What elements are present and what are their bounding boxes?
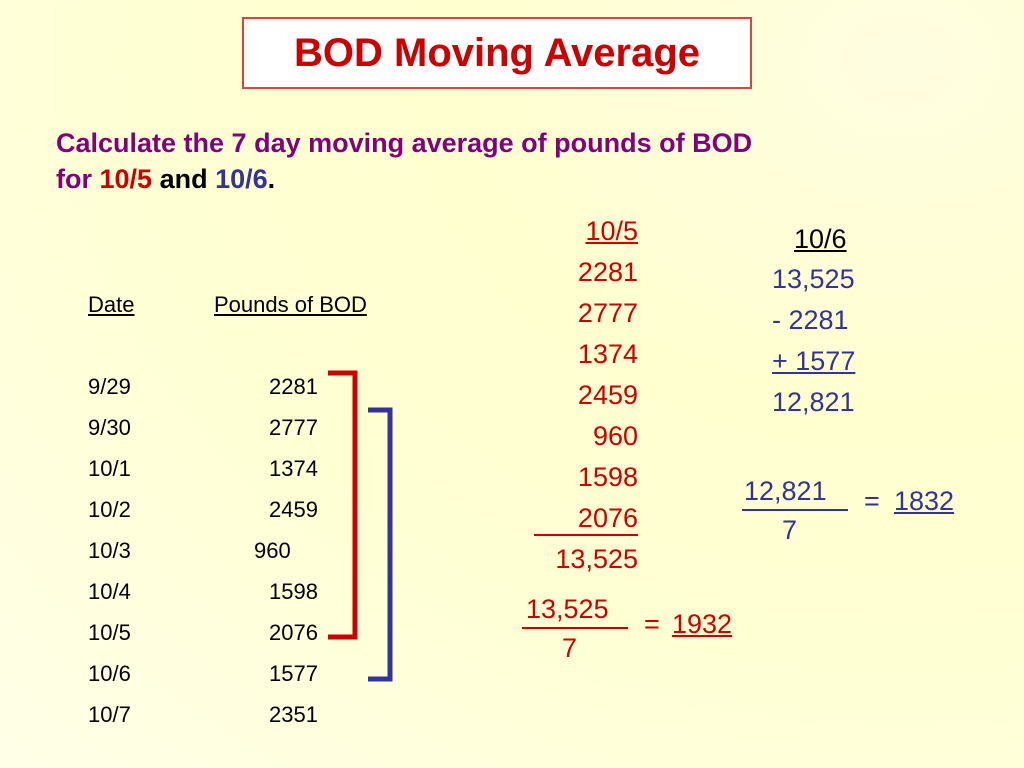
calc-10-6-start: 13,525 bbox=[772, 264, 855, 294]
pounds-column-header: Pounds of BOD bbox=[214, 292, 367, 317]
row-pounds: 2281 bbox=[269, 374, 318, 399]
calc-10-6-header: 10/6 bbox=[794, 224, 847, 254]
row-date: 10/5 bbox=[88, 620, 131, 645]
sum-line bbox=[534, 534, 638, 536]
row-date: 10/2 bbox=[88, 497, 131, 522]
equals-sign: = bbox=[644, 609, 660, 639]
calc-10-5-value: 1598 bbox=[577, 462, 638, 492]
fraction-bar bbox=[522, 627, 628, 629]
calc-10-5-denominator: 7 bbox=[562, 633, 578, 663]
prompt-and: and bbox=[152, 164, 216, 194]
calc-10-6-total: 12,821 bbox=[772, 387, 855, 417]
calc-10-5-value: 1374 bbox=[577, 339, 638, 369]
calc-10-5-value: 2459 bbox=[577, 380, 638, 410]
row-date: 10/3 bbox=[88, 538, 131, 563]
prompt-for: for bbox=[56, 164, 100, 194]
fraction-bar bbox=[742, 509, 848, 511]
row-pounds: 2076 bbox=[269, 620, 318, 645]
calc-10-6-numerator: 12,821 bbox=[744, 476, 827, 506]
prompt-line-1: Calculate the 7 day moving average of po… bbox=[56, 128, 753, 158]
prompt-date-1: 10/5 bbox=[99, 164, 153, 194]
row-date: 10/6 bbox=[88, 661, 131, 686]
row-pounds: 2777 bbox=[269, 415, 318, 440]
date-column-header: Date bbox=[88, 292, 135, 317]
calc-10-6-plus: + 1577 bbox=[772, 346, 856, 376]
calc-10-5-value: 2076 bbox=[577, 503, 638, 533]
row-date: 10/4 bbox=[88, 579, 131, 604]
calc-10-6-denominator: 7 bbox=[782, 515, 798, 545]
prompt-date-2: 10/6 bbox=[215, 164, 268, 194]
calc-10-6-minus: - 2281 bbox=[772, 305, 849, 335]
range-brackets bbox=[328, 370, 393, 682]
row-pounds: 2459 bbox=[269, 497, 318, 522]
equals-sign: = bbox=[864, 486, 880, 516]
row-date: 10/7 bbox=[88, 702, 131, 727]
slide-title: BOD Moving Average bbox=[294, 30, 700, 75]
calc-10-5-result: 1932 bbox=[672, 609, 733, 639]
calc-10-5-numerator: 13,525 bbox=[526, 594, 609, 624]
calc-10-5-header: 10/5 bbox=[585, 216, 638, 246]
red-bracket-10-5 bbox=[328, 370, 358, 640]
blue-bracket-10-6 bbox=[368, 407, 393, 682]
title-box: BOD Moving Average bbox=[242, 17, 752, 89]
row-pounds: 1577 bbox=[269, 661, 318, 686]
calc-10-5-sum: 13,525 bbox=[555, 544, 638, 574]
calc-10-6-result: 1832 bbox=[894, 486, 955, 516]
row-date: 9/29 bbox=[88, 374, 131, 399]
row-pounds: 1598 bbox=[269, 579, 318, 604]
row-pounds: 1374 bbox=[269, 456, 318, 481]
row-date: 10/1 bbox=[88, 456, 131, 481]
row-pounds: 960 bbox=[254, 538, 291, 563]
row-date: 9/30 bbox=[88, 415, 131, 440]
calc-10-5-value: 2777 bbox=[577, 298, 638, 328]
question-prompt: Calculate the 7 day moving average of po… bbox=[56, 125, 986, 197]
calc-10-5-value: 2281 bbox=[577, 257, 638, 287]
calc-10-5-value: 960 bbox=[592, 421, 638, 451]
prompt-period: . bbox=[267, 164, 276, 194]
row-pounds: 2351 bbox=[269, 702, 318, 727]
